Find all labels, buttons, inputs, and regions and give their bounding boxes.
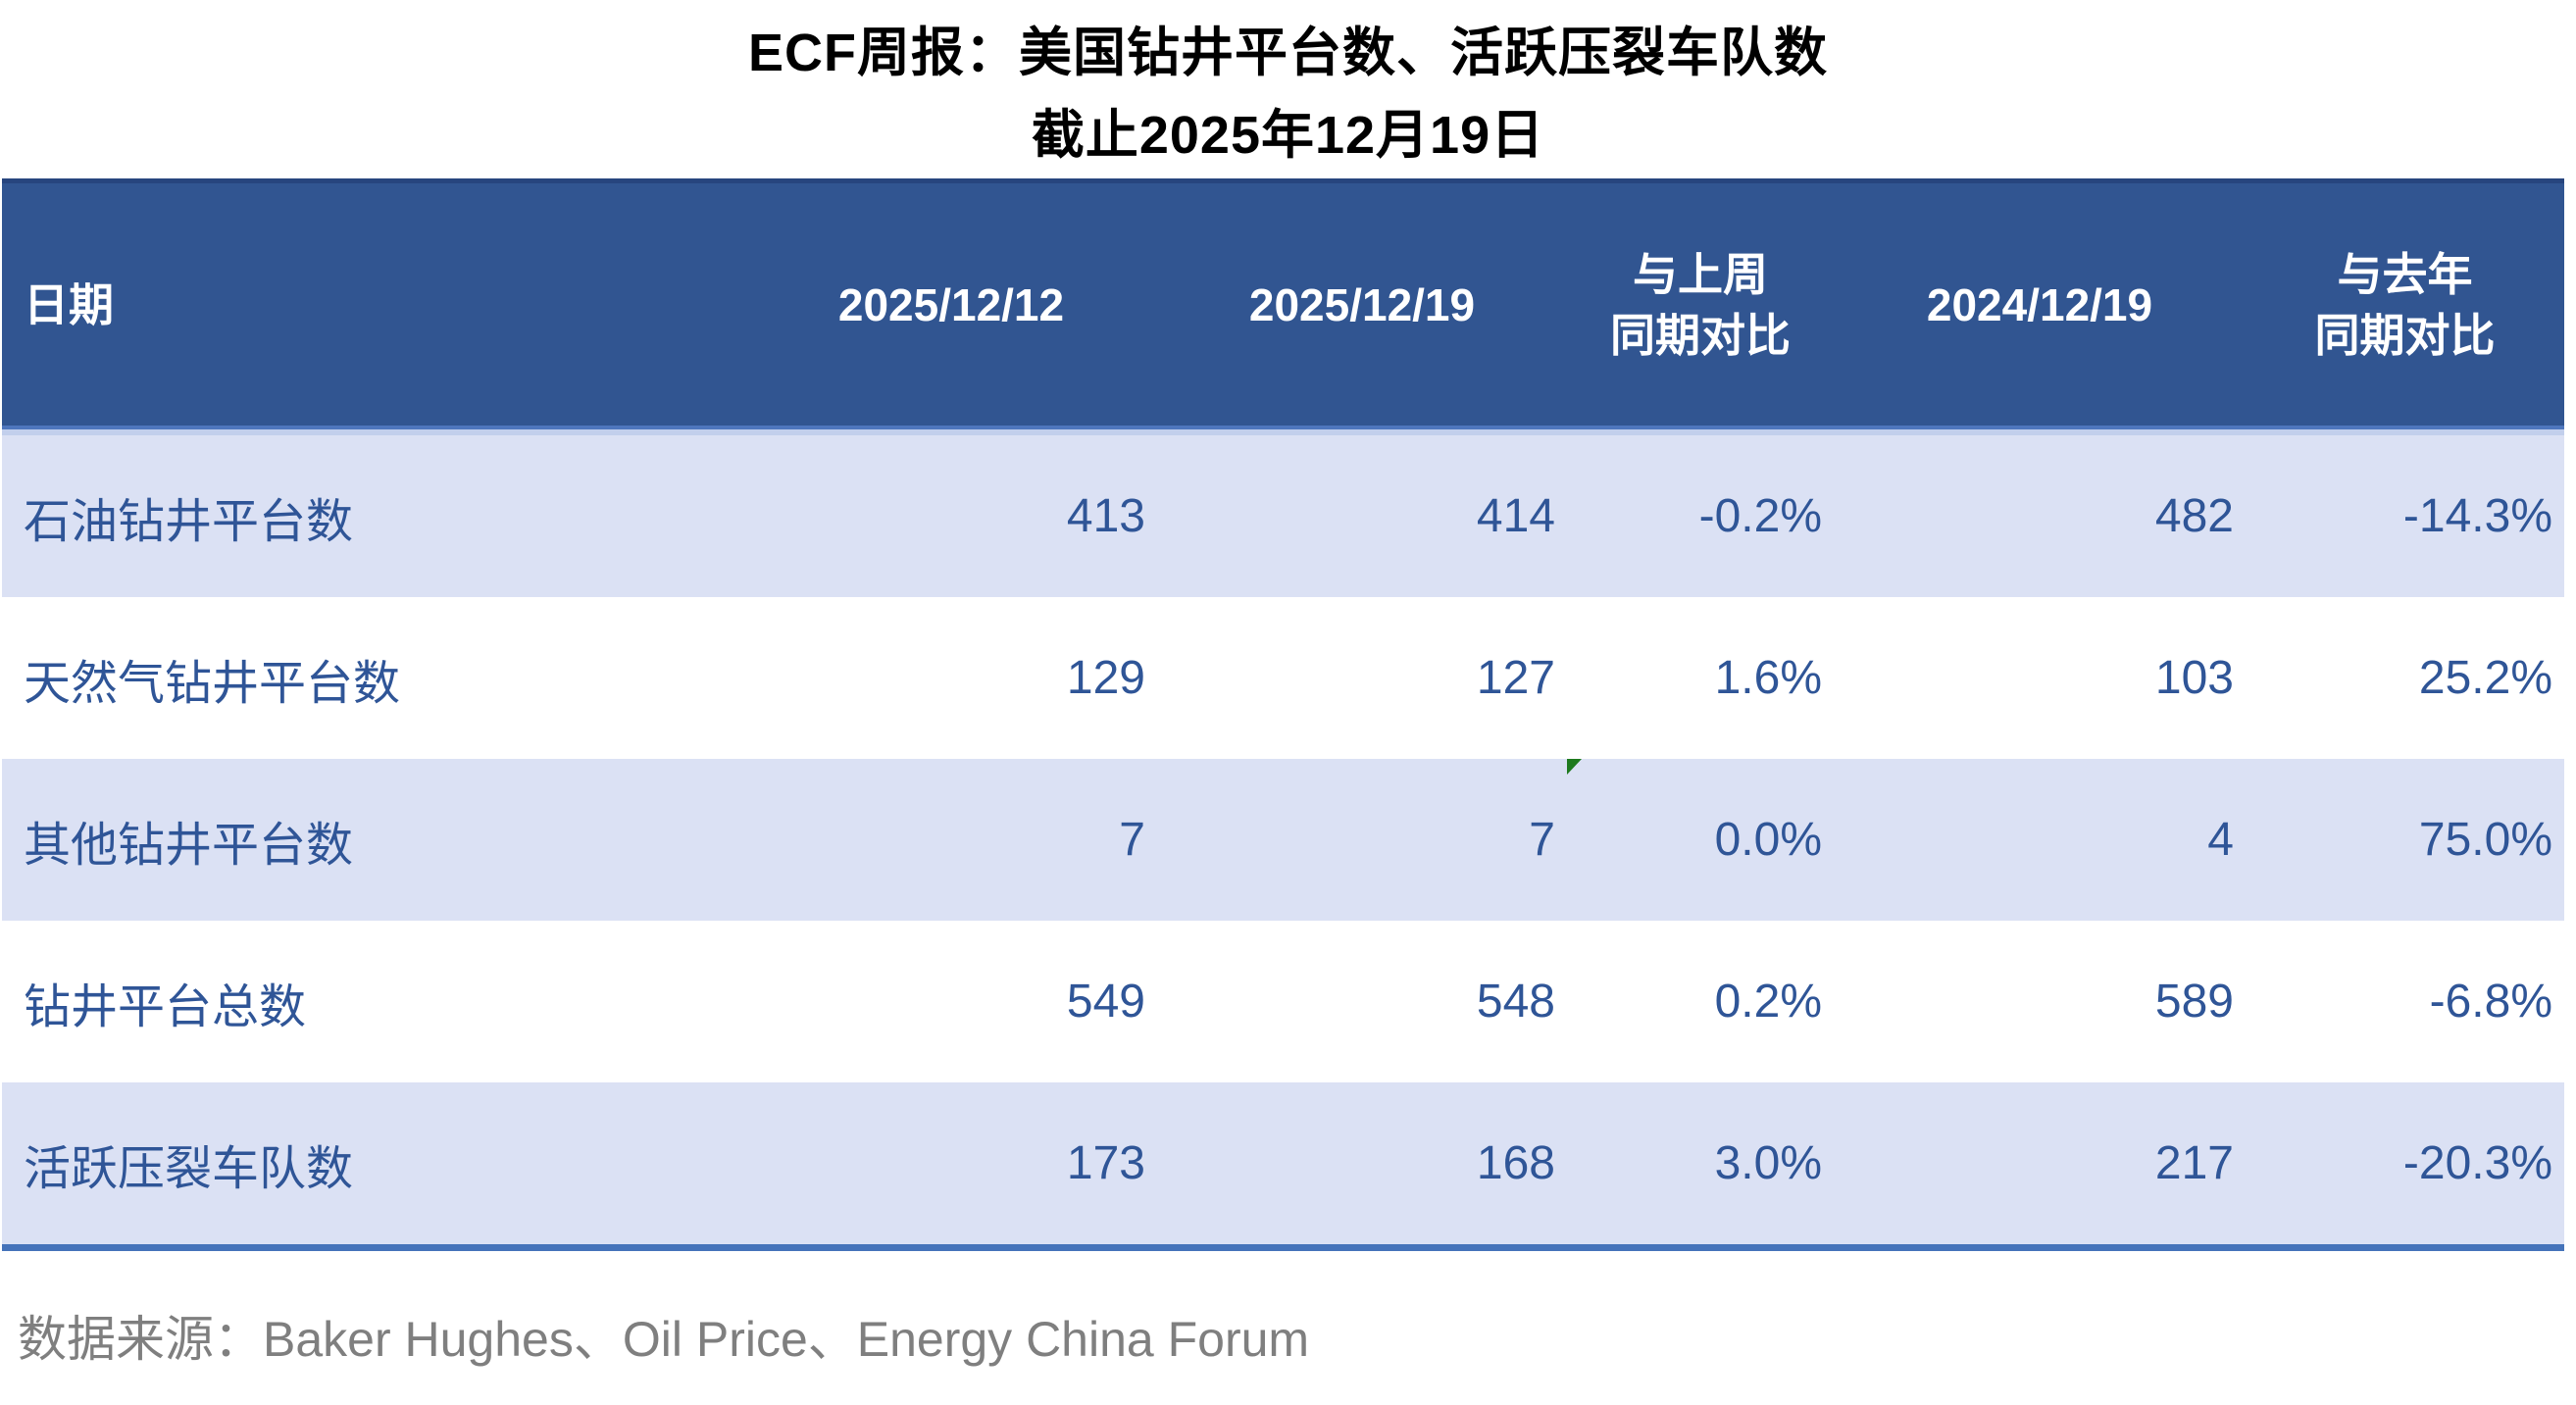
row-label: 钻井平台总数 [24, 980, 307, 1033]
value-wow-change: 3.0% [1714, 1137, 1822, 1189]
value-wow-change: 0.2% [1714, 976, 1822, 1028]
table-row-frac-fleets: 活跃压裂车队数 173 168 3.0% 217 -20.3% [2, 1082, 2564, 1244]
value-yoy-change: 25.2% [2418, 652, 2552, 704]
table-row-gas-rigs: 天然气钻井平台数 129 127 1.6% 103 25.2% [2, 597, 2564, 759]
header-cell-wow-change: 与上周 同期对比 [1610, 248, 1791, 361]
value-curr-week: 127 [1476, 652, 1555, 704]
header-cell-prev-week: 2025/12/12 [837, 278, 1065, 330]
value-prev-week: 129 [1066, 652, 1145, 704]
data-source-text: 数据来源：Baker Hughes、Oil Price、Energy China… [18, 1312, 1310, 1367]
value-last-year: 103 [2154, 652, 2234, 704]
header-cell-yoy-change: 与去年 同期对比 [2314, 248, 2496, 361]
value-curr-week: 414 [1476, 490, 1555, 542]
value-wow-change: 0.0% [1567, 759, 1834, 921]
table-row-other-rigs: 其他钻井平台数 7 7 0.0% 4 75.0% [2, 759, 2564, 921]
excel-error-flag-icon [1567, 759, 1582, 775]
table-row-total-rigs: 钻井平台总数 549 548 0.2% 589 -6.8% [2, 921, 2564, 1082]
value-curr-week: 168 [1476, 1137, 1555, 1189]
value-prev-week: 549 [1066, 976, 1145, 1028]
table-header-row: 日期 2025/12/12 2025/12/19 与上周 同期对比 2024/1… [2, 183, 2564, 429]
rig-count-table: 日期 2025/12/12 2025/12/19 与上周 同期对比 2024/1… [2, 178, 2564, 1251]
value-curr-week: 7 [1529, 814, 1555, 866]
value-curr-week: 548 [1476, 976, 1555, 1028]
report-title-line2: 截止2025年12月19日 [1031, 106, 1545, 165]
header-cell-date: 日期 [24, 278, 114, 330]
value-last-year: 589 [2154, 976, 2234, 1028]
report-title: ECF周报：美国钻井平台数、活跃压裂车队数 截止2025年12月19日 [0, 0, 2576, 178]
value-wow-change-text: 0.0% [1714, 814, 1822, 866]
table-row-oil-rigs: 石油钻井平台数 413 414 -0.2% 482 -14.3% [2, 435, 2564, 597]
value-yoy-change: -14.3% [2402, 490, 2552, 542]
row-label: 天然气钻井平台数 [24, 657, 401, 710]
value-prev-week: 413 [1066, 490, 1145, 542]
value-yoy-change: -20.3% [2402, 1137, 2552, 1189]
value-yoy-change: -6.8% [2429, 976, 2552, 1028]
value-last-year: 217 [2154, 1137, 2234, 1189]
value-last-year: 482 [2154, 490, 2234, 542]
row-label: 石油钻井平台数 [24, 495, 354, 548]
value-prev-week: 7 [1119, 814, 1145, 866]
report-title-line1: ECF周报：美国钻井平台数、活跃压裂车队数 [748, 24, 1828, 82]
header-cell-last-year: 2024/12/19 [1926, 278, 2153, 330]
data-source-footer: 数据来源：Baker Hughes、Oil Price、Energy China… [0, 1251, 2576, 1371]
value-wow-change: -0.2% [1698, 490, 1822, 542]
row-label: 其他钻井平台数 [24, 819, 354, 872]
header-cell-curr-week: 2025/12/19 [1248, 278, 1476, 330]
header-divider [2, 429, 2564, 435]
row-label: 活跃压裂车队数 [24, 1142, 354, 1195]
value-prev-week: 173 [1066, 1137, 1145, 1189]
value-last-year: 4 [2207, 814, 2234, 866]
value-wow-change: 1.6% [1714, 652, 1822, 704]
value-yoy-change: 75.0% [2418, 814, 2552, 866]
